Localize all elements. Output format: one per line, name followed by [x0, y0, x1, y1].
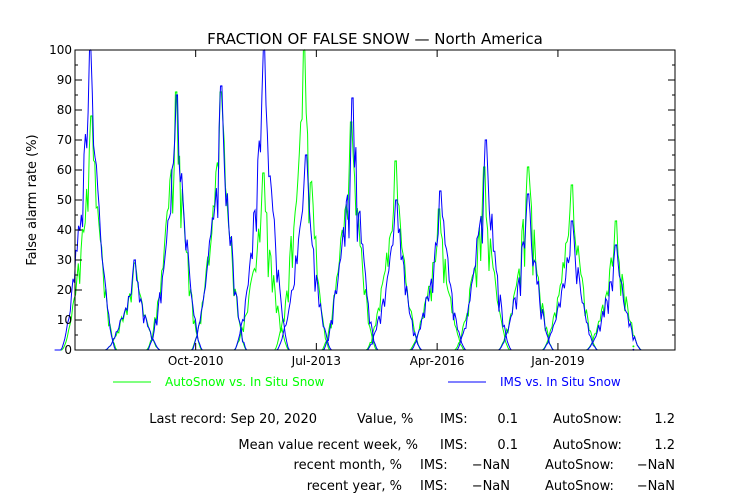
- series-line-season: [580, 220, 648, 351]
- peak-point: [134, 259, 136, 261]
- chart-title: FRACTION OF FALSE SNOW — North America: [207, 30, 543, 48]
- series-line-season: [228, 49, 296, 351]
- y-tick-label: 90: [57, 73, 72, 87]
- y-tick-label: 60: [57, 163, 72, 177]
- peak-point: [571, 184, 574, 186]
- y-tick-label: 70: [57, 133, 72, 147]
- y-tick-label: 0: [64, 343, 72, 357]
- series-line-season: [580, 244, 648, 351]
- y-tick-label: 30: [57, 253, 72, 267]
- x-tick-label: Oct-2010: [168, 354, 224, 368]
- peak-point: [395, 199, 398, 201]
- series-line-season: [54, 49, 122, 351]
- series-line-season: [360, 199, 428, 351]
- y-tick-label: 100: [49, 43, 72, 57]
- series-line-season: [315, 121, 383, 351]
- peak-point: [352, 97, 354, 99]
- peak-point: [615, 220, 618, 222]
- series-line-season: [227, 172, 295, 351]
- y-tick-label: 10: [57, 313, 72, 327]
- peak-point: [527, 166, 530, 168]
- series-line-season: [403, 208, 471, 351]
- y-tick-label: 20: [57, 283, 72, 297]
- y-tick-label: 50: [57, 193, 72, 207]
- x-tick-label: Jan-2019: [530, 354, 584, 368]
- y-axis-label: False alarm rate (%): [25, 134, 40, 265]
- series-line-season: [448, 166, 516, 351]
- legend-label: AutoSnow vs. In Situ Snow: [165, 375, 325, 389]
- peak-point: [485, 139, 488, 141]
- x-tick-label: Apr-2016: [410, 354, 465, 368]
- peak-point: [439, 190, 442, 192]
- peak-point: [176, 94, 179, 96]
- series-line-season: [492, 193, 560, 351]
- series-line-season: [360, 160, 427, 351]
- peak-point: [220, 85, 223, 87]
- y-tick-label: 40: [57, 223, 72, 237]
- series-line-season: [536, 184, 604, 351]
- series-line-season: [316, 97, 384, 351]
- legend-label: IMS vs. In Situ Snow: [500, 375, 621, 389]
- y-tick-label: 80: [57, 103, 72, 117]
- peak-point: [175, 91, 178, 93]
- peak-point: [91, 115, 93, 117]
- series-layer: [54, 49, 648, 351]
- series-line-season: [55, 115, 123, 351]
- x-tick-label: Jul-2013: [291, 354, 341, 368]
- last-record-point: [632, 345, 635, 348]
- series-line-season: [270, 154, 338, 351]
- peak-point: [263, 172, 265, 174]
- series-line-season: [99, 259, 167, 351]
- series-ims: [54, 49, 648, 351]
- legend: AutoSnow vs. In Situ Snow IMS vs. In Situ…: [113, 375, 621, 389]
- axes-layer: 0 10 20 30 40 50 60 70 80 90 100 Oct-2010 Jul-2013 Ap…: [49, 43, 676, 368]
- plot-frame: [74, 49, 676, 351]
- series-line-season: [450, 139, 518, 351]
- series-line-season: [536, 220, 604, 351]
- series-line-season: [268, 49, 336, 351]
- peak-point: [571, 220, 574, 222]
- peak-point: [527, 193, 530, 195]
- peak-point: [305, 154, 308, 156]
- peak-point: [615, 244, 618, 246]
- series-line-season: [404, 190, 472, 351]
- series-line-season: [140, 91, 208, 351]
- series-line-season: [141, 94, 209, 351]
- series-line-season: [185, 85, 253, 351]
- peak-point: [395, 160, 397, 162]
